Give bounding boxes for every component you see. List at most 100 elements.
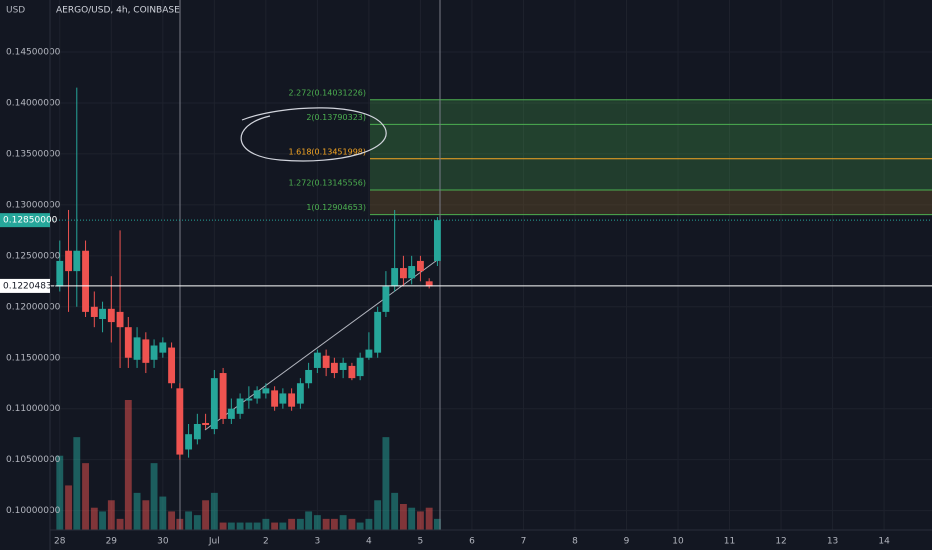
volume [56,400,441,530]
volume-bar [99,511,106,530]
x-tick-label: 10 [672,537,684,547]
candle-body [73,250,81,272]
candle-body [391,268,399,287]
volume-bar [116,518,124,530]
volume-bar [73,437,81,530]
candle-body [365,349,373,358]
volume-bar [399,504,407,530]
x-tick-label: 2 [263,537,269,547]
candle-body [262,388,270,394]
volume-bar [262,518,270,530]
price-tag [0,278,50,293]
volume-bar [330,518,338,530]
fib-label: 2.272(0.14031226) [289,88,367,97]
volume-bar [288,518,296,530]
candle-body [99,308,106,320]
volume-bar [425,507,433,530]
x-tick-label: 14 [878,537,890,547]
volume-bar [159,496,167,530]
x-tick-label: 9 [624,537,630,547]
candle-body [433,220,441,261]
fib-extension: 1(0.12904653) 1.272(0.13145556) 1.618(0.13… [289,88,932,216]
y-tick-label: 0.12000000 [6,302,61,312]
y-tick-label: 0.11000000 [6,404,61,414]
candle-body [288,393,296,407]
last-price-tag [0,213,50,228]
drawn-ellipse [240,107,387,162]
candle-body [416,260,424,272]
candle-body [133,337,141,360]
volume-bar [193,515,201,530]
x-tick-label: 30 [157,537,169,547]
candle-body [193,424,201,440]
volume-bar [133,492,141,530]
x-tick-label: 13 [827,537,838,547]
x-tick-label: 8 [572,537,578,547]
volume-bar [313,515,321,530]
fib-label: 2(0.13790323) [306,113,366,122]
x-tick-label: 4 [366,537,372,547]
volume-bar [253,522,261,530]
candle-body [322,355,330,368]
candle-body [82,250,89,312]
x-tick-label: 6 [469,537,475,547]
volume-bar [227,522,235,530]
axes: 0.14500000 0.14000000 0.13500000 0.13000000… [6,0,932,550]
candle-body [408,266,416,279]
candle-body [210,378,218,430]
x-tick-label: 3 [315,537,321,547]
fib-label: 1.272(0.13145556) [289,179,367,188]
fib-label: 1(0.12904653) [306,203,366,212]
fib-band [370,124,932,159]
volume-bar [408,507,416,530]
volume-bar [219,522,227,530]
x-tick-label: 11 [724,537,735,547]
candle-body [90,306,98,317]
y-tick-label: 0.12500000 [6,251,61,261]
y-tick-label: 0.13500000 [6,149,61,159]
candle-body [348,365,356,379]
volume-bar [391,492,399,530]
candle-body [399,268,407,279]
last-price-label: 0.12850000 [3,216,58,226]
volume-bar [202,500,210,530]
candle-body [305,369,313,384]
y-tick-label: 0.10500000 [6,455,61,465]
volume-bar [107,500,115,530]
axis-unit: USD [6,6,25,16]
candle-body [296,383,304,404]
volume-bar [271,522,279,530]
chart-title: AERGO/USD, 4h, COINBASE [56,6,180,16]
volume-bar [322,518,330,530]
candle-body [356,357,364,377]
fib-band [370,99,932,125]
candle-body [227,408,235,419]
candle-body [142,339,150,363]
y-tick-label: 0.14000000 [6,98,61,108]
x-tick-label: 29 [106,537,118,547]
candle-body [279,393,287,404]
x-tick-label: 12 [775,537,786,547]
price-tag-label: 0.12204837 [3,281,57,291]
volume-bar [210,492,218,530]
volume-bar [56,455,64,530]
fib-label: 1.618(0.13451998) [289,147,367,156]
volume-bar [90,507,98,530]
volume-bar [356,522,364,530]
y-tick-label: 0.11500000 [6,353,61,363]
volume-bar [185,511,193,530]
candle-body [107,308,115,323]
trend-line [204,257,441,431]
volume-bar [82,463,89,530]
candle-body [202,422,210,426]
volume-bar [348,518,356,530]
x-tick-label: 5 [418,537,424,547]
volume-bar [296,518,304,530]
candle-body [176,388,184,455]
volume-bar [416,511,424,530]
candle-body [124,327,132,358]
volume-bar [245,522,253,530]
candle-body [271,390,279,407]
